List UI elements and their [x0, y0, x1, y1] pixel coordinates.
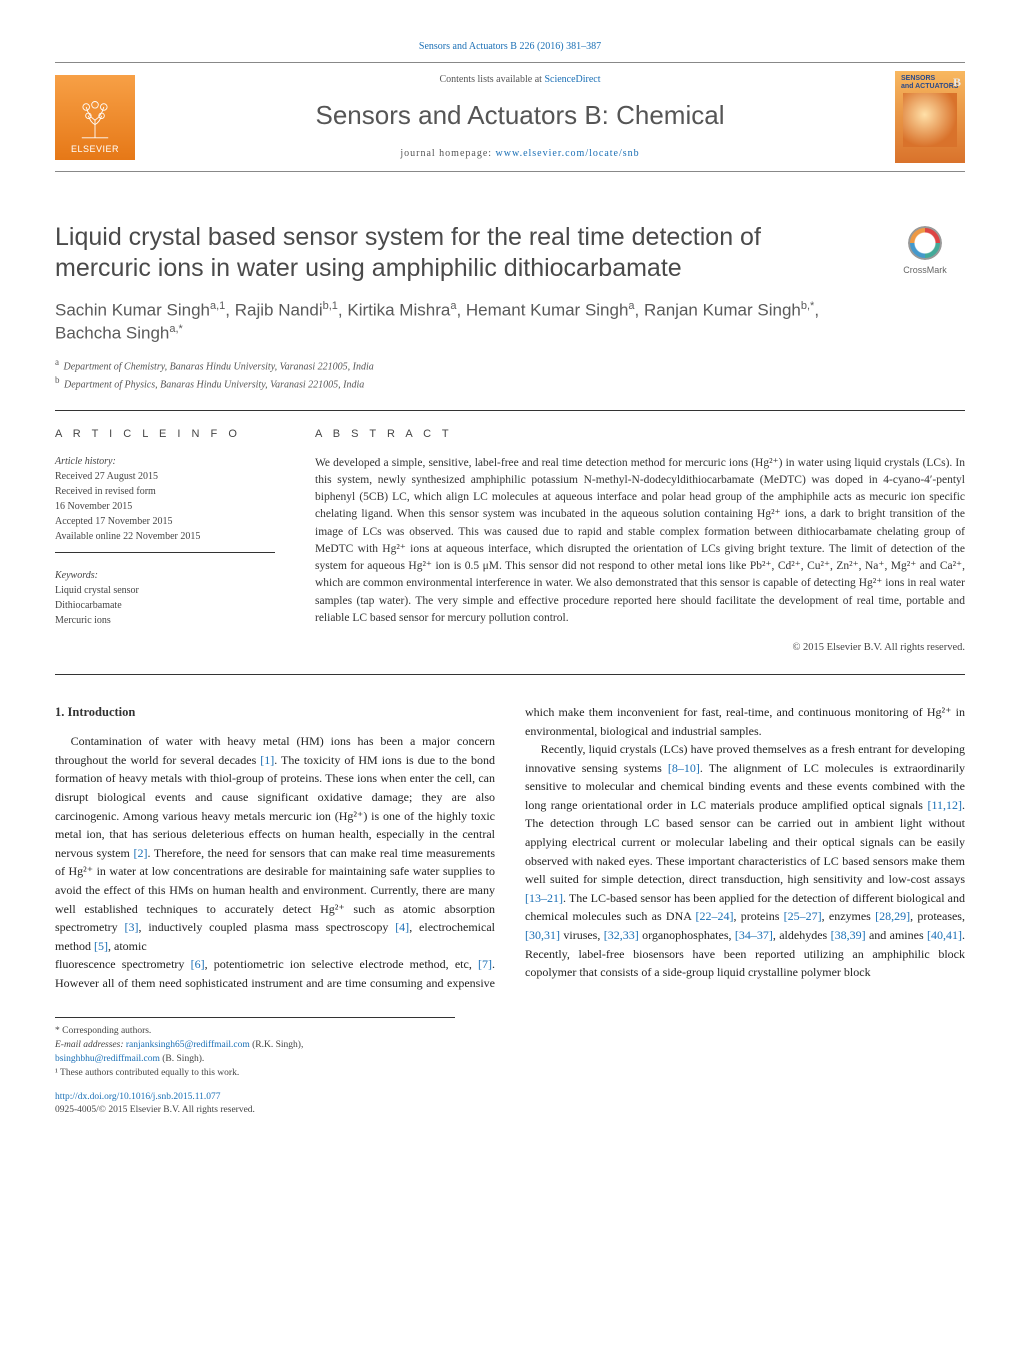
history-line: Received 27 August 2015	[55, 469, 275, 484]
keyword: Dithiocarbamate	[55, 598, 275, 613]
publisher-logo: ELSEVIER	[55, 75, 135, 160]
divider	[55, 410, 965, 411]
article-body: 1. Introduction Contamination of water w…	[55, 703, 965, 993]
keywords-list: Liquid crystal sensorDithiocarbamateMerc…	[55, 583, 275, 628]
abstract-body: We developed a simple, sensitive, label-…	[315, 455, 965, 628]
article-title: Liquid crystal based sensor system for t…	[55, 222, 835, 285]
abstract-heading: a b s t r a c t	[315, 427, 965, 442]
author-list: Sachin Kumar Singha,1, Rajib Nandib,1, K…	[55, 299, 855, 346]
crossmark-badge[interactable]: CrossMark	[885, 226, 965, 277]
publisher-name: ELSEVIER	[71, 143, 119, 156]
email-label: E-mail addresses:	[55, 1040, 126, 1050]
keywords-label: Keywords:	[55, 569, 275, 583]
doi-link[interactable]: http://dx.doi.org/10.1016/j.snb.2015.11.…	[55, 1092, 220, 1102]
affiliation-line: b Department of Physics, Banaras Hindu U…	[55, 374, 965, 392]
history-line: Available online 22 November 2015	[55, 529, 275, 544]
homepage-line: journal homepage: www.elsevier.com/locat…	[155, 147, 885, 161]
crossmark-icon	[908, 226, 942, 260]
homepage-prefix: journal homepage:	[400, 148, 495, 159]
sciencedirect-link[interactable]: ScienceDirect	[544, 74, 600, 85]
history-line: Received in revised form	[55, 484, 275, 499]
cover-b-letter: B	[953, 74, 961, 91]
history-line: Accepted 17 November 2015	[55, 514, 275, 529]
email-addresses: E-mail addresses: ranjanksingh65@rediffm…	[55, 1038, 455, 1067]
footnotes: * Corresponding authors. E-mail addresse…	[55, 1017, 455, 1081]
journal-reference-top: Sensors and Actuators B 226 (2016) 381–3…	[55, 40, 965, 54]
history-label: Article history:	[55, 455, 275, 469]
equal-contribution-note: ¹ These authors contributed equally to t…	[55, 1066, 455, 1080]
keyword: Liquid crystal sensor	[55, 583, 275, 598]
affiliations: a Department of Chemistry, Banaras Hindu…	[55, 356, 965, 393]
history-lines: Received 27 August 2015Received in revis…	[55, 469, 275, 544]
keyword: Mercuric ions	[55, 613, 275, 628]
corresponding-authors-note: * Corresponding authors.	[55, 1024, 455, 1038]
abstract-copyright: © 2015 Elsevier B.V. All rights reserved…	[315, 641, 965, 656]
email-link-1[interactable]: ranjanksingh65@rediffmail.com	[126, 1040, 250, 1050]
affiliation-line: a Department of Chemistry, Banaras Hindu…	[55, 356, 965, 374]
journal-header: ELSEVIER Contents lists available at Sci…	[55, 62, 965, 172]
contents-available-line: Contents lists available at ScienceDirec…	[155, 73, 885, 87]
issn-copyright: 0925-4005/© 2015 Elsevier B.V. All right…	[55, 1105, 255, 1115]
abstract-block: a b s t r a c t We developed a simple, s…	[315, 427, 965, 656]
homepage-link[interactable]: www.elsevier.com/locate/snb	[496, 148, 640, 159]
article-info-block: a r t i c l e i n f o Article history: R…	[55, 427, 275, 656]
doi-block: http://dx.doi.org/10.1016/j.snb.2015.11.…	[55, 1091, 965, 1118]
body-paragraph: Contamination of water with heavy metal …	[55, 732, 495, 955]
email-who-1: (R.K. Singh),	[250, 1040, 304, 1050]
history-line: 16 November 2015	[55, 499, 275, 514]
journal-title: Sensors and Actuators B: Chemical	[155, 97, 885, 133]
cover-label-line1: SENSORS	[901, 75, 935, 82]
section-heading-intro: 1. Introduction	[55, 703, 495, 722]
article-info-heading: a r t i c l e i n f o	[55, 427, 275, 442]
email-who-2: (B. Singh).	[160, 1054, 204, 1064]
divider	[55, 674, 965, 675]
crossmark-label: CrossMark	[903, 265, 947, 275]
email-link-2[interactable]: bsinghbhu@rediffmail.com	[55, 1054, 160, 1064]
divider	[55, 552, 275, 553]
journal-cover-thumbnail: SENSORS and ACTUATORS B	[895, 71, 965, 163]
body-paragraph: Recently, liquid crystals (LCs) have pro…	[525, 740, 965, 982]
cover-label-line2: and ACTUATORS	[901, 83, 958, 90]
elsevier-tree-icon	[70, 93, 120, 143]
contents-prefix: Contents lists available at	[439, 74, 544, 85]
